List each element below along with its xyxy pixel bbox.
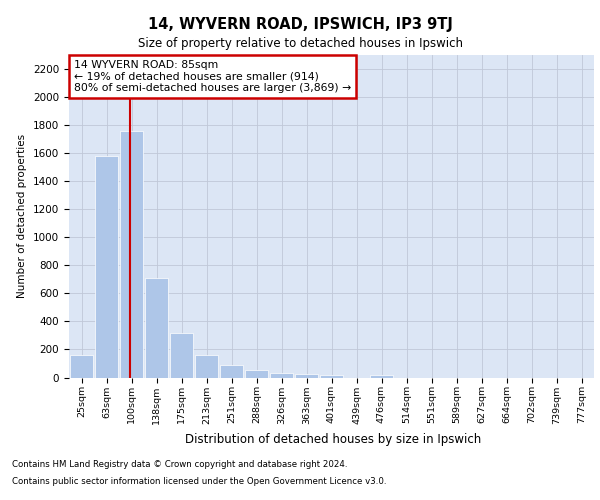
- Bar: [370, 374, 393, 378]
- Bar: [145, 278, 168, 378]
- Text: Contains public sector information licensed under the Open Government Licence v3: Contains public sector information licen…: [12, 477, 386, 486]
- Bar: [95, 156, 118, 378]
- Y-axis label: Number of detached properties: Number of detached properties: [17, 134, 28, 298]
- Bar: [295, 374, 318, 378]
- Text: Distribution of detached houses by size in Ipswich: Distribution of detached houses by size …: [185, 432, 481, 446]
- Text: 14, WYVERN ROAD, IPSWICH, IP3 9TJ: 14, WYVERN ROAD, IPSWICH, IP3 9TJ: [148, 18, 452, 32]
- Bar: [270, 372, 293, 378]
- Bar: [120, 130, 143, 378]
- Text: Size of property relative to detached houses in Ipswich: Size of property relative to detached ho…: [137, 38, 463, 51]
- Bar: [70, 355, 93, 378]
- Bar: [320, 374, 343, 378]
- Bar: [220, 365, 243, 378]
- Bar: [195, 355, 218, 378]
- Text: Contains HM Land Registry data © Crown copyright and database right 2024.: Contains HM Land Registry data © Crown c…: [12, 460, 347, 469]
- Bar: [245, 370, 268, 378]
- Text: 14 WYVERN ROAD: 85sqm
← 19% of detached houses are smaller (914)
80% of semi-det: 14 WYVERN ROAD: 85sqm ← 19% of detached …: [74, 60, 352, 93]
- Bar: [170, 334, 193, 378]
